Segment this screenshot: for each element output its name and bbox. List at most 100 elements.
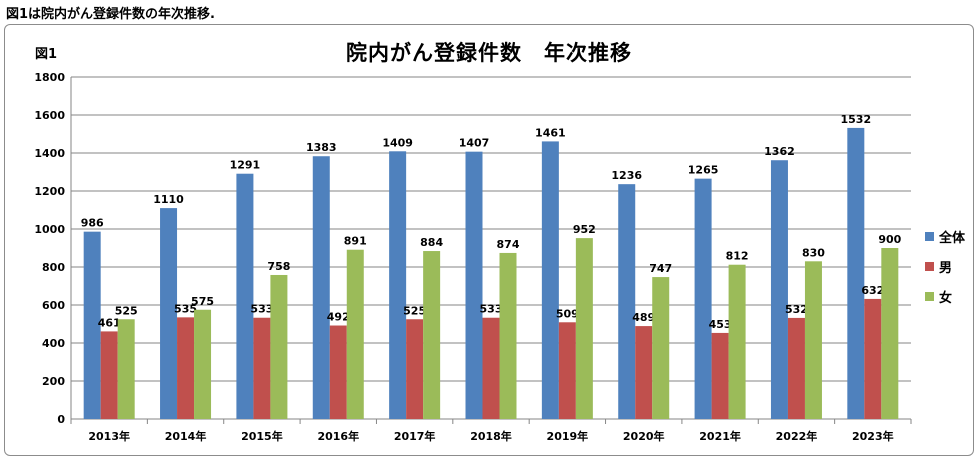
y-tick-label: 0 bbox=[57, 413, 65, 426]
data-label: 533 bbox=[480, 303, 503, 316]
data-label: 1291 bbox=[230, 159, 261, 172]
data-label: 489 bbox=[632, 311, 655, 324]
bar bbox=[270, 274, 288, 419]
x-tick-label: 2021年 bbox=[699, 429, 741, 443]
y-tick-label: 600 bbox=[42, 299, 65, 312]
data-label: 747 bbox=[649, 262, 672, 275]
legend-label: 全体 bbox=[939, 231, 966, 246]
data-label: 1409 bbox=[382, 136, 413, 149]
bar bbox=[117, 319, 135, 419]
bar bbox=[694, 178, 712, 419]
legend-swatch bbox=[925, 232, 934, 241]
bar-chart: 0200400600800100012001400160018009864615… bbox=[34, 71, 912, 443]
x-tick-label: 2020年 bbox=[623, 429, 665, 443]
bar bbox=[804, 261, 822, 419]
figure-caption: 図1は院内がん登録件数の年次推移. bbox=[6, 7, 215, 22]
bar bbox=[558, 322, 576, 419]
x-tick-label: 2018年 bbox=[470, 429, 512, 443]
x-tick-label: 2013年 bbox=[88, 429, 130, 443]
bar bbox=[465, 151, 483, 420]
legend-item: 全体 bbox=[925, 227, 965, 246]
bar bbox=[847, 127, 865, 420]
data-label: 986 bbox=[81, 217, 104, 230]
data-label: 900 bbox=[878, 233, 901, 246]
data-label: 874 bbox=[497, 238, 520, 251]
bar bbox=[389, 151, 407, 419]
y-tick-label: 400 bbox=[42, 337, 65, 350]
data-label: 492 bbox=[327, 311, 350, 324]
x-tick-label: 2022年 bbox=[776, 429, 818, 443]
y-tick-label: 1000 bbox=[34, 223, 65, 236]
data-label: 758 bbox=[267, 260, 290, 273]
legend-label: 男 bbox=[939, 261, 953, 276]
data-label: 1110 bbox=[153, 193, 184, 206]
bar bbox=[864, 298, 882, 419]
x-tick-label: 2016年 bbox=[317, 429, 359, 443]
y-tick-label: 1600 bbox=[34, 109, 65, 122]
y-tick-label: 200 bbox=[42, 375, 65, 388]
data-label: 575 bbox=[191, 295, 214, 308]
bar bbox=[728, 264, 746, 419]
y-tick-label: 1800 bbox=[34, 71, 65, 84]
bar bbox=[770, 160, 788, 419]
legend-item: 男 bbox=[925, 257, 952, 276]
bar bbox=[541, 141, 559, 419]
x-tick-label: 2015年 bbox=[241, 429, 283, 443]
bar bbox=[635, 326, 653, 419]
bar bbox=[881, 248, 899, 419]
bar bbox=[618, 184, 636, 419]
data-label: 461 bbox=[98, 316, 121, 329]
data-label: 1265 bbox=[688, 164, 719, 177]
data-label: 525 bbox=[115, 304, 138, 317]
data-label: 632 bbox=[861, 284, 884, 297]
bar bbox=[406, 319, 424, 419]
bar bbox=[160, 208, 178, 419]
bar bbox=[346, 249, 364, 419]
bar bbox=[236, 173, 254, 419]
legend-label: 女 bbox=[939, 291, 953, 306]
bar bbox=[787, 317, 805, 419]
chart-frame: 図1 院内がん登録件数 年次推移 0 200 400 600 800 1000 1200 14… bbox=[4, 24, 974, 456]
bar bbox=[83, 231, 101, 419]
data-label: 1362 bbox=[764, 145, 795, 158]
data-label: 1532 bbox=[841, 113, 872, 126]
bar bbox=[194, 309, 212, 419]
data-label: 884 bbox=[420, 236, 443, 249]
bar bbox=[253, 317, 271, 419]
data-label: 812 bbox=[726, 250, 749, 263]
bar bbox=[499, 252, 517, 419]
bar bbox=[312, 156, 330, 420]
legend-item: 女 bbox=[925, 287, 952, 306]
data-label: 1236 bbox=[611, 169, 642, 182]
y-tick-label: 1200 bbox=[34, 185, 65, 198]
y-tick-label: 1400 bbox=[34, 147, 65, 160]
data-label: 525 bbox=[403, 304, 426, 317]
bar bbox=[329, 325, 347, 419]
bar bbox=[711, 332, 729, 419]
bar bbox=[652, 277, 670, 419]
data-label: 830 bbox=[802, 246, 825, 259]
data-label: 1383 bbox=[306, 141, 337, 154]
data-label: 453 bbox=[709, 318, 732, 331]
figure-label: 図1 bbox=[35, 47, 58, 62]
bar bbox=[423, 251, 441, 419]
legend-swatch bbox=[925, 262, 934, 271]
data-label: 535 bbox=[174, 302, 197, 315]
x-tick-label: 2017年 bbox=[394, 429, 436, 443]
data-label: 1461 bbox=[535, 126, 566, 139]
x-tick-label: 2014年 bbox=[165, 429, 207, 443]
legend-swatch bbox=[925, 292, 934, 301]
data-label: 509 bbox=[556, 307, 579, 320]
x-tick-label: 2023年 bbox=[852, 429, 894, 443]
data-label: 532 bbox=[785, 303, 808, 316]
chart-title: 院内がん登録件数 年次推移 bbox=[346, 41, 632, 65]
bar bbox=[100, 331, 118, 419]
bar bbox=[177, 317, 195, 419]
data-label: 1407 bbox=[459, 137, 490, 150]
data-label: 891 bbox=[344, 235, 367, 248]
y-tick-label: 800 bbox=[42, 261, 65, 274]
data-label: 952 bbox=[573, 223, 596, 236]
bar bbox=[482, 317, 500, 419]
x-tick-label: 2019年 bbox=[547, 429, 589, 443]
bar bbox=[575, 238, 593, 419]
